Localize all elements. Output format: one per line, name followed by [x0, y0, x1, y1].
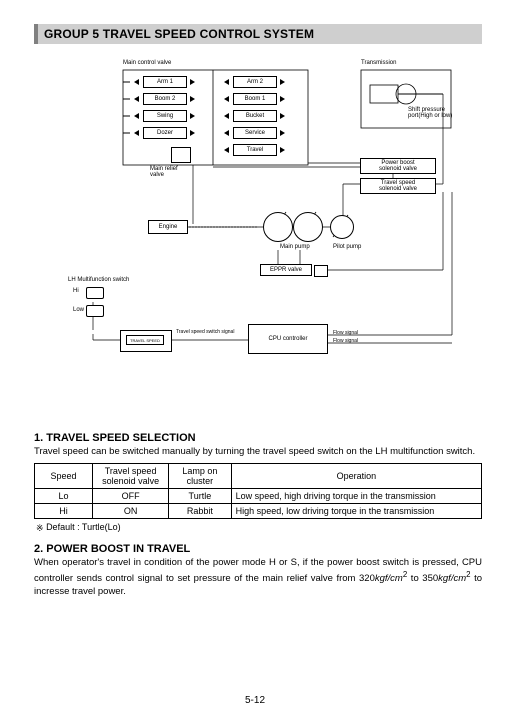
note-text: Default : Turtle(Lo)	[46, 522, 121, 532]
tri-icon	[190, 96, 195, 102]
tri-icon	[134, 130, 139, 136]
switch-low-icon	[86, 305, 104, 317]
cell-speed: Hi	[35, 503, 93, 518]
table-header-row: Speed Travel speed solenoid valve Lamp o…	[35, 463, 482, 488]
main-pump-label: Main pump	[280, 244, 310, 250]
main-relief-label: Main relief valve	[150, 166, 178, 178]
pilot-pump-label: Pilot pump	[333, 244, 361, 250]
tri-icon	[224, 113, 229, 119]
low-label: Low	[73, 307, 84, 313]
shift-port-label: Shift pressure port(High or low)	[408, 107, 468, 119]
transmission-label: Transmission	[361, 60, 396, 66]
valve-arm1: Arm 1	[143, 76, 187, 88]
tri-icon	[280, 96, 285, 102]
tri-icon	[280, 113, 285, 119]
eppr-valve: EPPR valve	[260, 264, 312, 276]
main-control-valve-label: Main control valve	[123, 60, 171, 66]
tri-icon	[224, 130, 229, 136]
page-number: 5-12	[0, 695, 510, 706]
cell-solenoid: ON	[93, 503, 169, 518]
note-marker-icon: ※	[36, 523, 44, 534]
col-lamp: Lamp on cluster	[169, 463, 232, 488]
section2-title: 2. POWER BOOST IN TRAVEL	[34, 543, 482, 555]
tri-icon	[280, 147, 285, 153]
section2-body: When operator's travel in condition of t…	[34, 557, 482, 599]
col-solenoid: Travel speed solenoid valve	[93, 463, 169, 488]
cpu-controller: CPU controller	[248, 324, 328, 354]
tri-icon	[134, 96, 139, 102]
unit: kgf/cm	[375, 573, 403, 584]
tri-icon	[224, 79, 229, 85]
valve-swing: Swing	[143, 110, 187, 122]
valve-bucket: Bucket	[233, 110, 277, 122]
cell-lamp: Turtle	[169, 488, 232, 503]
eppr-coil-icon	[314, 265, 328, 277]
main-pump-a-icon	[263, 212, 293, 242]
travel-speed-button[interactable]: TRAVEL SPEED	[126, 335, 164, 345]
pilot-pump-icon	[330, 215, 354, 239]
cell-operation: Low speed, high driving torque in the tr…	[231, 488, 481, 503]
table-row: Hi ON Rabbit High speed, low driving tor…	[35, 503, 482, 518]
valve-dozer: Dozer	[143, 127, 187, 139]
section1-intro: Travel speed can be switched manually by…	[34, 446, 482, 459]
tri-icon	[134, 113, 139, 119]
group-header: GROUP 5 TRAVEL SPEED CONTROL SYSTEM	[34, 24, 482, 44]
valve-boom2: Boom 2	[143, 93, 187, 105]
valve-service: Service	[233, 127, 277, 139]
table-row: Lo OFF Turtle Low speed, high driving to…	[35, 488, 482, 503]
travel-speed-solenoid: Travel speed solenoid valve	[360, 178, 436, 194]
power-boost-solenoid: Power boost solenoid valve	[360, 158, 436, 174]
tri-icon	[224, 147, 229, 153]
valve-arm2: Arm 2	[233, 76, 277, 88]
body-part2: to 350	[407, 573, 438, 584]
cell-operation: High speed, low driving torque in the tr…	[231, 503, 481, 518]
tri-icon	[190, 113, 195, 119]
main-pump-b-icon	[293, 212, 323, 242]
hi-label: Hi	[73, 288, 79, 294]
tri-icon	[280, 130, 285, 136]
default-note: ※ Default : Turtle(Lo)	[36, 522, 482, 533]
main-relief-box	[171, 147, 191, 163]
cell-speed: Lo	[35, 488, 93, 503]
cell-lamp: Rabbit	[169, 503, 232, 518]
tri-icon	[224, 96, 229, 102]
switch-hi-icon	[86, 287, 104, 299]
tri-icon	[280, 79, 285, 85]
col-operation: Operation	[231, 463, 481, 488]
schematic-diagram: Main control valve Transmission Shift pr…	[48, 52, 468, 382]
switch-signal-label: Travel speed switch signal	[176, 330, 234, 335]
flow-signal-label: Flow signal	[333, 330, 358, 336]
lh-switch-title: LH Multifunction switch	[68, 277, 129, 283]
valve-boom1: Boom 1	[233, 93, 277, 105]
unit: kgf/cm	[438, 573, 466, 584]
flow-signal-label-2: Flow signal	[333, 338, 358, 344]
cell-solenoid: OFF	[93, 488, 169, 503]
tri-icon	[190, 79, 195, 85]
valve-travel: Travel	[233, 144, 277, 156]
col-speed: Speed	[35, 463, 93, 488]
tri-icon	[134, 79, 139, 85]
engine-box: Engine	[148, 220, 188, 234]
page: GROUP 5 TRAVEL SPEED CONTROL SYSTEM	[0, 0, 510, 722]
section1-title: 1. TRAVEL SPEED SELECTION	[34, 432, 482, 444]
tri-icon	[190, 130, 195, 136]
speed-table: Speed Travel speed solenoid valve Lamp o…	[34, 463, 482, 519]
